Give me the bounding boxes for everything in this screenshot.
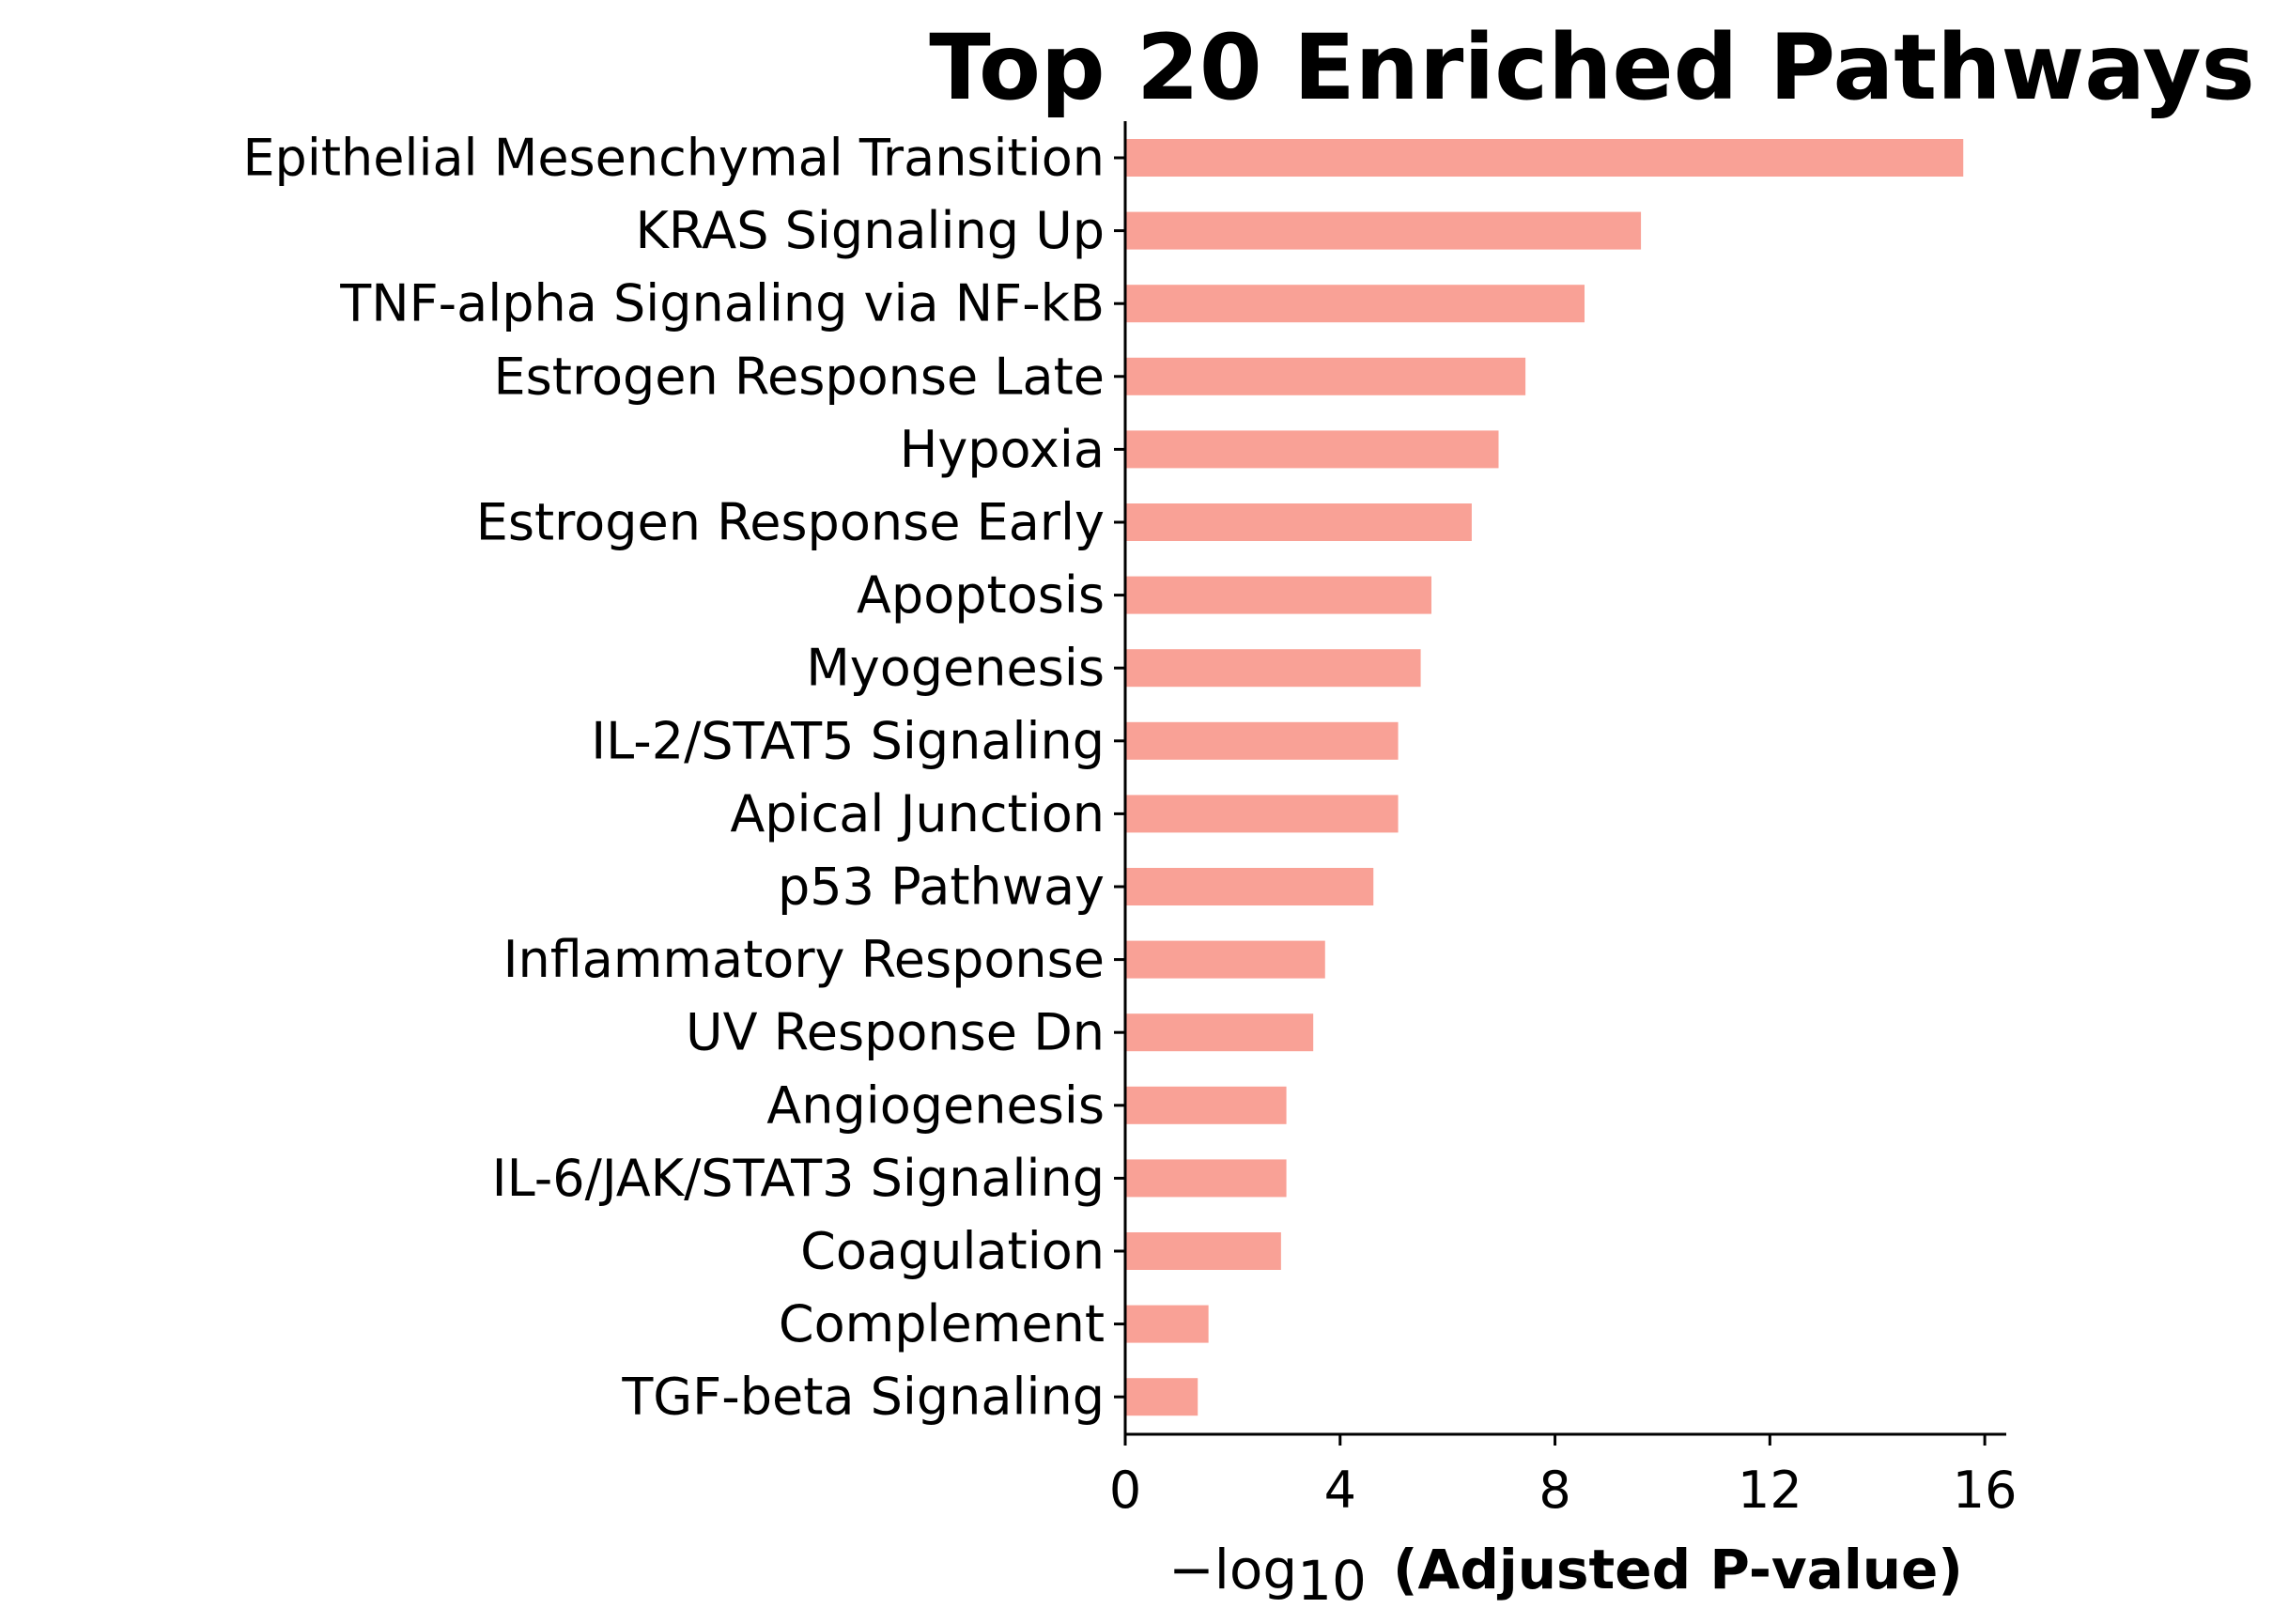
x-axis-ticks: 0 4 8 12 16 <box>1109 1434 2018 1520</box>
bars <box>1125 139 1964 1416</box>
x-tick-label: 8 <box>1539 1461 1570 1520</box>
category-label: UV Response Dn <box>686 1003 1105 1062</box>
x-axis-label-main: (Adjusted P-value) <box>1393 1538 1963 1601</box>
bar <box>1125 211 1642 250</box>
x-axis-label-prefix: −log <box>1168 1538 1297 1601</box>
bar <box>1125 649 1421 688</box>
category-label: p53 Pathway <box>778 858 1105 917</box>
x-axis-label-subscript: 10 <box>1297 1549 1367 1613</box>
bar <box>1125 1086 1287 1124</box>
category-label: Apical Junction <box>730 784 1105 843</box>
x-tick-label: 12 <box>1738 1461 1802 1520</box>
bar <box>1125 1159 1287 1198</box>
category-label: Angiogenesis <box>766 1075 1105 1135</box>
bar <box>1125 868 1374 905</box>
bar <box>1125 1013 1314 1052</box>
x-tick-label: 4 <box>1324 1461 1356 1520</box>
x-tick-label: 0 <box>1109 1461 1141 1520</box>
category-label: Estrogen Response Early <box>476 493 1105 552</box>
bar <box>1125 357 1526 395</box>
bar <box>1125 430 1499 469</box>
bar <box>1125 940 1325 979</box>
category-label: TGF-beta Signaling <box>621 1368 1105 1427</box>
chart-title: Top 20 Enriched Pathways <box>929 15 2255 120</box>
x-axis-label: −log10 (Adjusted P-value) <box>1168 1538 1963 1613</box>
category-label: Hypoxia <box>900 420 1105 479</box>
category-label: Epithelial Mesenchymal Transition <box>242 129 1105 188</box>
category-label: KRAS Signaling Up <box>636 201 1105 260</box>
category-label: TNF-alpha Signaling via NF-kB <box>339 274 1105 333</box>
category-label: Estrogen Response Late <box>494 347 1105 406</box>
bar <box>1125 139 1964 177</box>
category-labels: Epithelial Mesenchymal Transition KRAS Si… <box>242 129 1125 1427</box>
category-label: Apoptosis <box>857 565 1105 625</box>
category-label: IL-6/JAK/STAT3 Signaling <box>492 1149 1105 1208</box>
category-label: Coagulation <box>800 1222 1105 1281</box>
bar <box>1125 1378 1198 1416</box>
bar <box>1125 795 1399 833</box>
x-tick-label: 16 <box>1953 1461 2018 1520</box>
category-label: IL-2/STAT5 Signaling <box>591 711 1105 770</box>
bar <box>1125 576 1432 614</box>
category-label: Inflammatory Response <box>503 930 1105 989</box>
category-label: Complement <box>779 1294 1105 1353</box>
bar <box>1125 1232 1281 1270</box>
bar <box>1125 1305 1209 1343</box>
category-label: Myogenesis <box>806 639 1105 698</box>
bar <box>1125 721 1399 760</box>
bar <box>1125 503 1472 541</box>
bar <box>1125 285 1585 323</box>
